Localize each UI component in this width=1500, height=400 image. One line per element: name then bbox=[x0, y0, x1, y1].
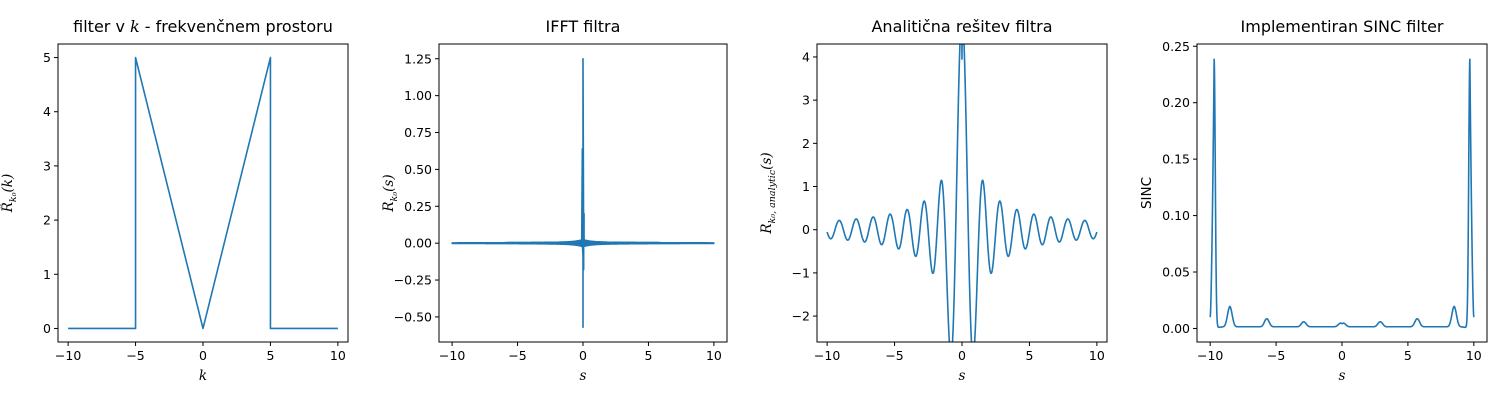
y-tick-label: 0.50 bbox=[404, 162, 432, 177]
y-tick-label: 0.15 bbox=[1162, 152, 1190, 167]
chart-title: Analitična rešitev filtra bbox=[871, 17, 1052, 36]
x-tick-label: 10 bbox=[706, 348, 722, 363]
series-line-p3 bbox=[826, 44, 1098, 342]
y-tick-label: 5 bbox=[43, 50, 51, 65]
y-tick-label: 0 bbox=[802, 222, 810, 237]
x-tick-label: 5 bbox=[266, 348, 274, 363]
x-axis-label: s bbox=[959, 368, 966, 384]
x-tick-label: −5 bbox=[126, 348, 144, 363]
y-tick-label: 0 bbox=[43, 321, 51, 336]
plot-frame bbox=[57, 43, 349, 343]
y-tick-label: 0.00 bbox=[1162, 321, 1190, 336]
center-spike-p2 bbox=[580, 57, 585, 329]
x-tick-label: −10 bbox=[1197, 348, 1223, 363]
y-tick-label: −1 bbox=[792, 265, 810, 280]
x-tick-label: 0 bbox=[958, 348, 966, 363]
plot-frame bbox=[1196, 43, 1488, 343]
x-tick-label: 5 bbox=[1404, 348, 1412, 363]
y-tick-label: −0.50 bbox=[394, 309, 432, 324]
y-tick-label: 1.25 bbox=[404, 51, 432, 66]
x-tick-label: 10 bbox=[330, 348, 346, 363]
y-axis-label: R̃k₀(k) bbox=[0, 174, 19, 213]
y-tick-label: 0.25 bbox=[404, 199, 432, 214]
x-tick-label: 0 bbox=[579, 348, 587, 363]
x-tick-label: −5 bbox=[1267, 348, 1285, 363]
chart-p4: −10 −5 0 5 10 0.00 0.05 0.10 0.15 0.20 0.25 Impleme… bbox=[1139, 17, 1488, 384]
x-tick-label: 5 bbox=[644, 348, 652, 363]
series-line-p4 bbox=[1209, 58, 1475, 329]
y-tick-label: 1 bbox=[802, 179, 810, 194]
x-axis-label: s bbox=[580, 368, 587, 384]
x-tick-label: −5 bbox=[885, 348, 903, 363]
y-tick-label: 2 bbox=[43, 213, 51, 228]
y-tick-label: 4 bbox=[43, 104, 51, 119]
y-tick-label: 1.00 bbox=[404, 88, 432, 103]
y-axis-label: Rk₀(s) bbox=[381, 174, 400, 212]
x-tick-label: 10 bbox=[1089, 348, 1105, 363]
y-tick-label: −2 bbox=[792, 309, 810, 324]
x-tick-label: −10 bbox=[439, 348, 465, 363]
y-tick-label: 0.00 bbox=[404, 236, 432, 251]
y-tick-label: −0.25 bbox=[394, 273, 432, 288]
y-tick-label: 0.75 bbox=[404, 125, 432, 140]
plot-frame bbox=[816, 43, 1108, 343]
y-tick-label: 3 bbox=[802, 93, 810, 108]
y-tick-label: 1 bbox=[43, 267, 51, 282]
chart-p1: −10 −5 0 5 10 0 1 2 3 4 5 filter v k - frekvenčnem … bbox=[0, 17, 349, 384]
x-tick-label: 10 bbox=[1466, 348, 1482, 363]
y-axis-label: SINC bbox=[1139, 177, 1155, 209]
x-tick-label: 0 bbox=[1338, 348, 1346, 363]
x-tick-label: −5 bbox=[508, 348, 526, 363]
y-tick-label: 4 bbox=[802, 49, 810, 64]
y-axis-label: Rk₀, analytic(s) bbox=[759, 152, 778, 234]
y-tick-label: 0.05 bbox=[1162, 265, 1190, 280]
chart-title: Implementiran SINC filter bbox=[1241, 17, 1444, 36]
y-tick-label: 0.25 bbox=[1162, 39, 1190, 54]
x-tick-label: −10 bbox=[55, 348, 81, 363]
y-tick-label: 0.20 bbox=[1162, 95, 1190, 110]
chart-title: filter v k - frekvenčnem prostoru bbox=[73, 17, 333, 36]
y-tick-label: 2 bbox=[802, 136, 810, 151]
y-tick-label: 0.10 bbox=[1162, 208, 1190, 223]
chart-title: IFFT filtra bbox=[546, 17, 621, 36]
y-tick-label: 3 bbox=[43, 158, 51, 173]
x-tick-label: 0 bbox=[199, 348, 207, 363]
chart-p2: −10 −5 0 5 10 −0.50 −0.25 0.00 0.25 0.50 0.75 1.00 1… bbox=[381, 17, 728, 384]
x-tick-label: 5 bbox=[1025, 348, 1033, 363]
x-axis-label: s bbox=[1339, 368, 1346, 384]
series-line-p1 bbox=[68, 56, 338, 330]
x-tick-label: −10 bbox=[814, 348, 840, 363]
x-axis-label: k bbox=[199, 368, 207, 384]
